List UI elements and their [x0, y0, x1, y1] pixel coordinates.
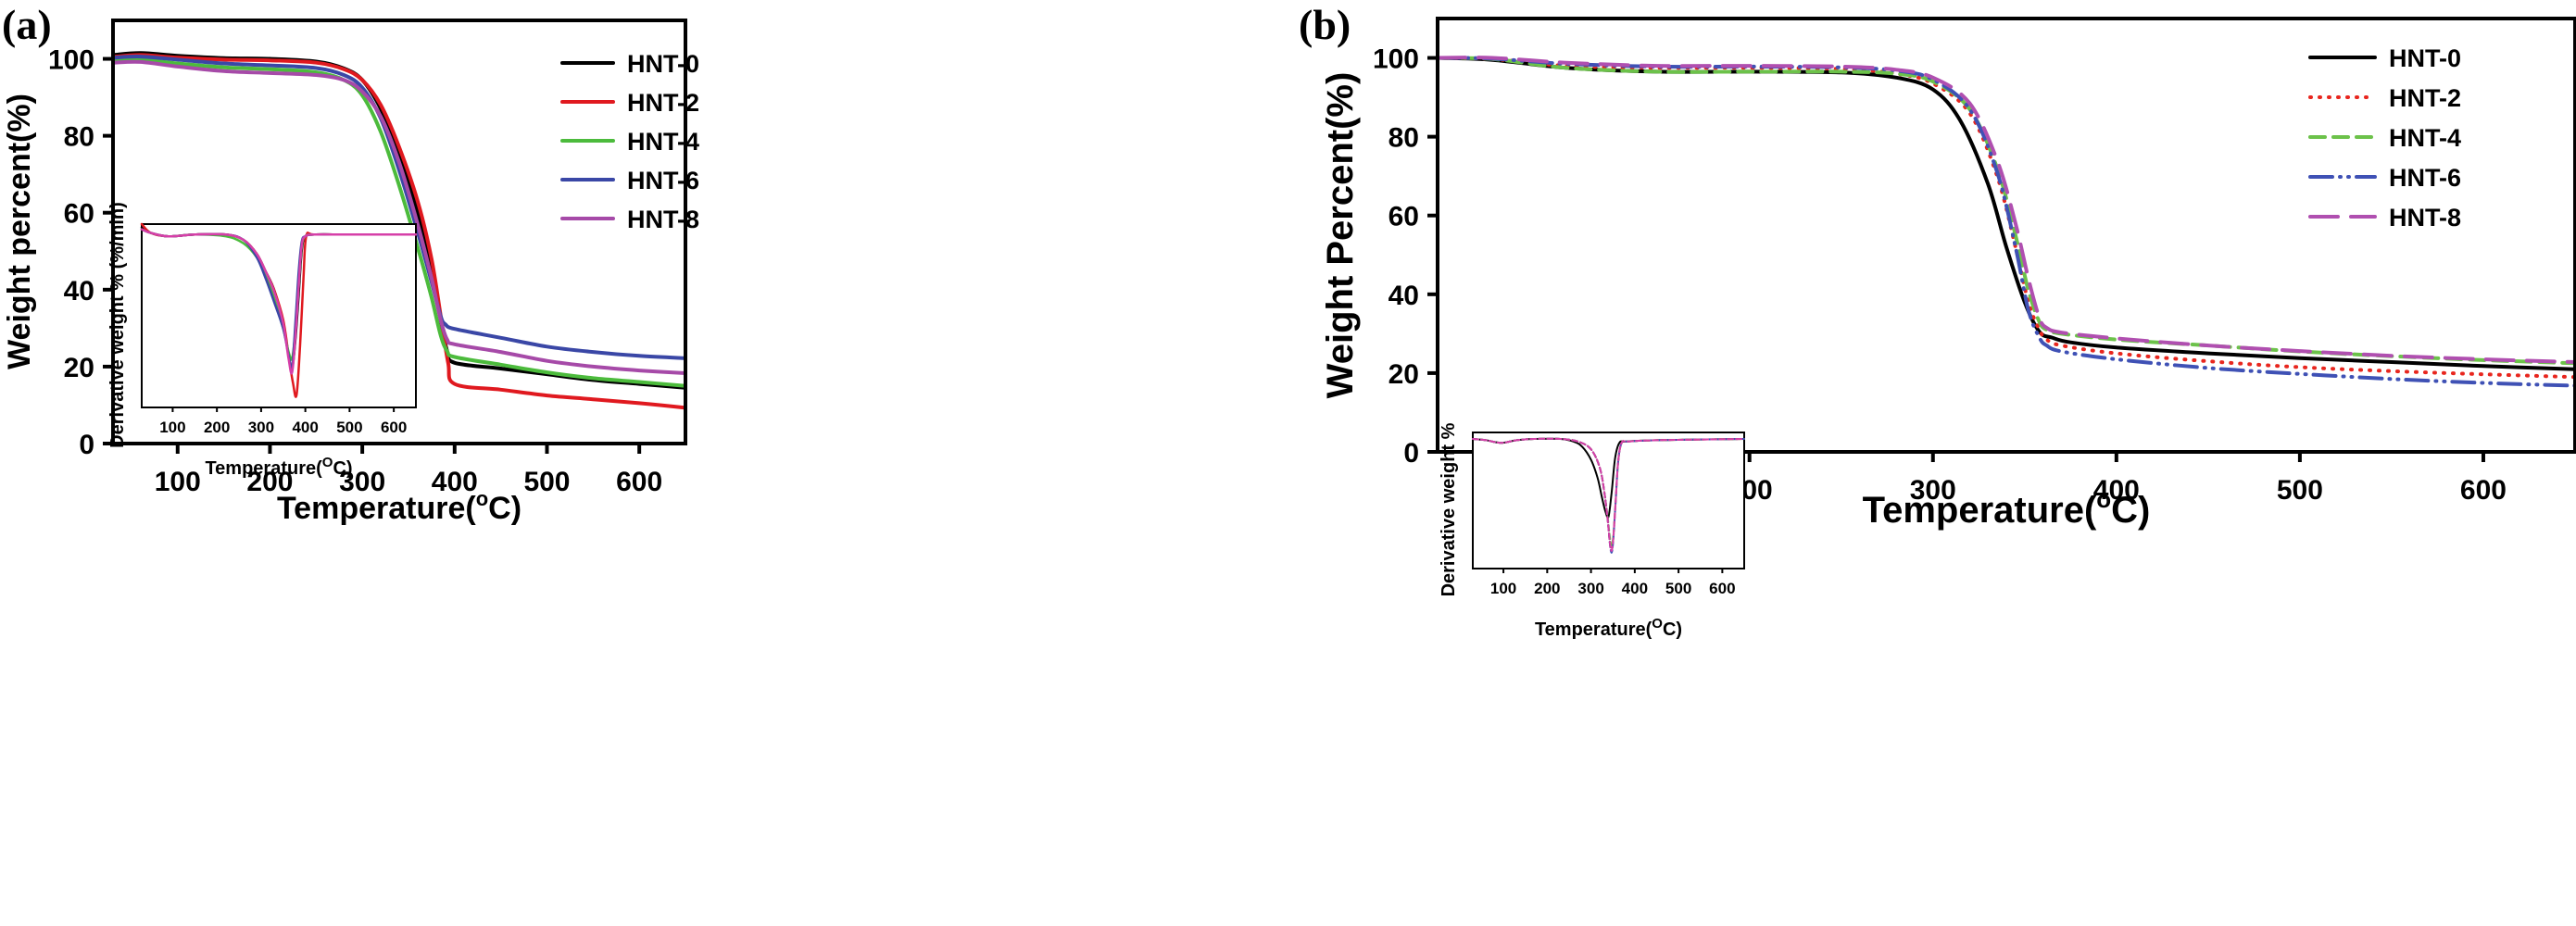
panel-b-y-tick-label: 20	[1389, 359, 1419, 390]
panel-b-y-tick-label: 60	[1389, 202, 1419, 232]
panel-b-inset-x-tick-label: 500	[1665, 580, 1691, 597]
panel-a-x-tick-label: 600	[616, 467, 662, 497]
panel-a-inset-x-tick-label: 100	[159, 419, 185, 436]
panel-a-y-tick-label: 40	[64, 276, 94, 307]
panel-b-x-tick-label: 300	[1910, 475, 1956, 506]
panel-a-inset-x-tick-label: 500	[336, 419, 362, 436]
panel-a-legend-label-hnt-6: HNT-6	[627, 167, 699, 194]
panel-a-x-tick-label: 300	[339, 467, 385, 497]
panel-b-inset-x-tick-label: 200	[1534, 580, 1560, 597]
panel-a-x-tick-label: 200	[246, 467, 293, 497]
panel-b-label: (b)	[1299, 1, 1351, 48]
panel-a-tga-chart: (a) 100 200 300 400 500 600 0 20 40 60 80 100 100 20…	[2, 1, 699, 526]
panel-b-legend-label-hnt-8: HNT-8	[2389, 204, 2461, 232]
panel-b-inset-x-tick-label: 100	[1490, 580, 1516, 597]
panel-b-inset-x-tick-label: 300	[1577, 580, 1603, 597]
panel-a-x-axis-title: Temperature(oC)	[277, 487, 521, 526]
panel-a-y-tick-label: 100	[48, 45, 94, 76]
panel-b-x-tick-label: 400	[2093, 475, 2140, 506]
panel-a-inset-x-tick-label: 600	[381, 419, 407, 436]
panel-a-x-tick-label: 400	[432, 467, 478, 497]
panel-b-axes-frame	[1436, 17, 2576, 454]
panel-a-series-hnt-4	[111, 57, 687, 388]
panel-a-axes-frame	[111, 19, 687, 445]
panel-b-y-tick-label: 40	[1389, 281, 1419, 311]
panel-b-inset-series-hnt-8	[1472, 437, 1745, 552]
panel-a-series-hnt-2	[111, 53, 687, 410]
panel-a-dtg-inset: 100 200 300 400 500 600 Temperature(OC) Derivat…	[107, 202, 418, 479]
panel-b-inset-x-tick-label: 600	[1709, 580, 1735, 597]
panel-b-x-tick-label: 600	[2460, 475, 2507, 506]
panel-a-series-hnt-8	[111, 59, 687, 375]
panel-a-inset-series-hnt-8	[140, 228, 418, 375]
panel-b-legend-label-hnt-4: HNT-4	[2389, 124, 2461, 152]
panel-b-inset-x-tick-label: 400	[1622, 580, 1648, 597]
panel-a-inset-x-tick-label: 400	[292, 419, 318, 436]
panel-b-dtg-inset: 100 200 300 400 500 600 Temperature(OC) Derivat…	[1439, 422, 1745, 640]
panel-b-legend-label-hnt-0: HNT-0	[2389, 44, 2461, 72]
panel-a-inset-y-title: Derivative weight % (%/min)	[107, 202, 128, 448]
panel-a-y-tick-label: 60	[64, 199, 94, 230]
panel-b-inset-frame	[1472, 432, 1745, 569]
panel-a-inset-x-title: Temperature(OC)	[205, 455, 352, 479]
panel-b-legend: HNT-0 HNT-2 HNT-4 HNT-6 HNT-8	[2308, 44, 2461, 232]
panel-b-inset-x-title: Temperature(OC)	[1535, 616, 1682, 640]
panel-b-y-axis-title: Weight Percent(%)	[1320, 72, 1361, 399]
panel-a-label: (a)	[2, 1, 52, 48]
panel-a-inset-x-tick-label: 200	[204, 419, 230, 436]
panel-a-series-hnt-6	[111, 55, 687, 360]
panel-b-y-tick-label: 100	[1373, 44, 1419, 75]
panel-a-legend-label-hnt-0: HNT-0	[627, 50, 699, 78]
panel-a-y-tick-label: 20	[64, 353, 94, 383]
panel-a-legend-label-hnt-2: HNT-2	[627, 89, 699, 117]
panel-b-x-axis-title: Temperature(oC)	[1863, 485, 2151, 531]
panel-a-y-tick-label: 0	[79, 430, 94, 460]
panel-b-legend-label-hnt-2: HNT-2	[2389, 84, 2461, 112]
panel-b-tga-chart: (b) 100 200 300 400 500 600 0 20 40 60 80 100 100 20…	[1299, 1, 2576, 640]
panel-a-legend-label-hnt-4: HNT-4	[627, 128, 699, 156]
panel-b-series-hnt-8	[1436, 56, 2576, 364]
panel-a-plot-area: 100 200 300 400 500 600 0 20 40 60 80 100	[48, 19, 687, 497]
panel-b-inset-y-title: Derivative weight %	[1439, 422, 1459, 596]
panel-a-x-tick-label: 500	[523, 467, 570, 497]
panel-a-legend: HNT-0 HNT-2 HNT-4 HNT-6 HNT-8	[560, 50, 699, 233]
panel-a-legend-label-hnt-8: HNT-8	[627, 206, 699, 233]
panel-b-x-tick-label: 500	[2277, 475, 2323, 506]
panel-b-legend-label-hnt-6: HNT-6	[2389, 164, 2461, 192]
panel-a-inset-x-tick-label: 300	[248, 419, 274, 436]
panel-b-y-tick-label: 80	[1389, 123, 1419, 154]
panel-a-y-axis-title: Weight percent(%)	[2, 94, 37, 369]
panel-a-x-tick-label: 100	[155, 467, 201, 497]
panel-a-y-tick-label: 80	[64, 122, 94, 153]
panel-b-y-tick-label: 0	[1403, 438, 1419, 469]
